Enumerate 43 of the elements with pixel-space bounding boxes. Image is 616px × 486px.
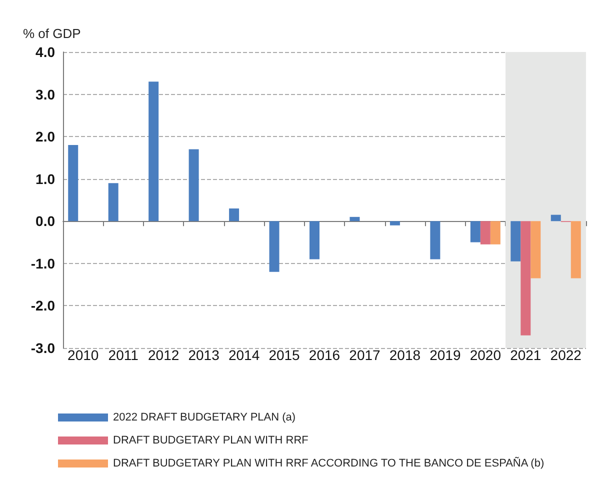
bar	[108, 183, 118, 222]
y-tick-label: 1.0	[36, 170, 56, 187]
x-tick-label: 2021	[510, 347, 542, 363]
y-tick-label: 0.0	[36, 213, 56, 230]
bar	[148, 82, 159, 222]
x-tick-label: 2019	[430, 347, 461, 363]
legend-label: 2022 DRAFT BUDGETARY PLAN (a)	[113, 412, 296, 424]
y-tick-label: -1.0	[30, 255, 56, 272]
bar	[570, 221, 581, 278]
y-axis-title: % of GDP	[23, 26, 81, 41]
bar	[520, 221, 531, 336]
x-tick-label: 2012	[148, 347, 180, 363]
bar	[269, 221, 280, 272]
bar	[530, 221, 541, 278]
bar	[430, 221, 440, 260]
bar	[68, 145, 78, 222]
x-tick-label: 2022	[550, 347, 582, 363]
x-tick-label: 2020	[470, 347, 502, 363]
bar	[310, 221, 320, 260]
bar	[490, 221, 500, 244]
bar	[510, 221, 521, 262]
bar	[350, 216, 360, 222]
y-tick-label: -2.0	[30, 298, 56, 314]
legend-label: DRAFT BUDGETARY PLAN WITH RRF	[113, 434, 309, 446]
bar	[470, 221, 480, 242]
bar	[550, 214, 561, 222]
bar	[480, 221, 490, 244]
x-tick-label: 2015	[268, 347, 300, 363]
bar	[188, 149, 199, 222]
bar	[229, 208, 240, 222]
y-tick-label: 3.0	[36, 86, 56, 102]
x-tick-label: 2014	[228, 347, 260, 363]
x-tick-label: 2017	[349, 347, 381, 363]
y-tick-label: 4.0	[36, 44, 56, 60]
x-tick-label: 2016	[308, 347, 340, 363]
x-tick-label: 2013	[188, 347, 220, 363]
bar	[390, 221, 400, 226]
y-tick-label: 2.0	[36, 128, 56, 145]
x-tick-label: 2018	[389, 347, 421, 363]
y-tick-label: -3.0	[30, 340, 56, 356]
legend-label: DRAFT BUDGETARY PLAN WITH RRF ACCORDING TO THE BANCO DE ESPAÑA (b)	[113, 456, 544, 470]
x-tick-label: 2010	[68, 347, 99, 363]
x-tick-label: 2011	[108, 347, 139, 363]
